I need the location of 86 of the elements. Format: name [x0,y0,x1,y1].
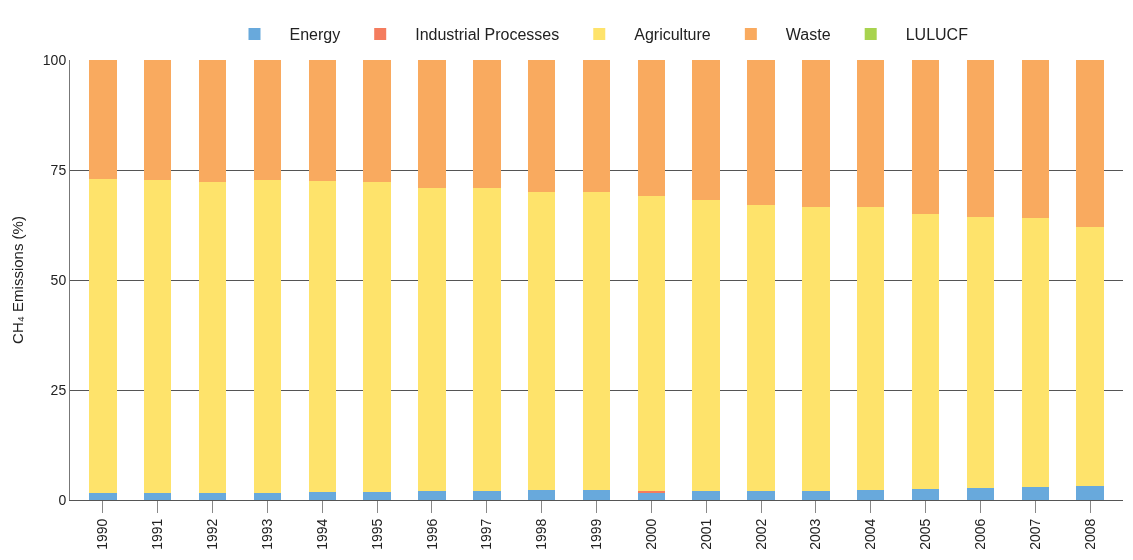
y-tick-label: 75 [50,161,67,178]
bar [747,60,775,206]
bar [363,182,391,493]
bar [966,217,995,488]
bar [582,490,611,500]
bar [966,487,995,500]
bar [582,60,611,192]
bar [747,491,775,500]
bar [857,490,885,500]
bar [966,60,995,218]
x-tick-label: 1998 [533,518,550,550]
bar [89,60,117,179]
x-tick-label: 2007 [1026,518,1043,550]
bar [692,199,720,492]
bar [637,196,666,491]
legend-label: Industrial Processes [415,26,560,44]
bar [418,491,446,500]
bar [582,192,611,491]
bar [473,187,501,492]
bar [253,492,282,500]
x-tick-label: 1995 [368,518,385,550]
x-tick-label: 2005 [917,518,934,550]
x-tick-label: 2006 [971,518,988,550]
x-tick-label: 2008 [1081,518,1098,550]
bar [363,492,391,500]
x-tick-label: 1991 [149,518,166,550]
x-tick-label: 1996 [423,518,440,550]
bar [911,214,940,489]
bar [198,492,227,500]
legend-label: Agriculture [634,26,711,44]
y-tick-label: 100 [42,51,67,68]
x-tick-label: 1994 [313,518,330,550]
bar [911,60,940,214]
x-tick-label: 2002 [752,518,769,550]
bar [144,60,172,180]
bar [692,491,720,500]
y-tick-label: 50 [50,271,67,288]
bar [1076,227,1104,487]
bar [527,490,556,500]
bar [89,492,117,500]
bar [802,206,830,492]
bar [911,489,940,500]
bar [857,207,885,491]
bar [692,60,720,200]
bar [363,60,391,183]
bar [1076,60,1104,228]
bar [473,60,501,188]
bar [747,205,775,492]
bar [637,60,666,197]
bar [198,182,227,493]
bar [198,60,227,183]
bar [1021,486,1049,500]
x-tick-label: 1999 [588,518,605,550]
x-tick-label: 2000 [642,518,659,550]
bar [253,60,282,181]
bar [527,60,556,192]
legend-label: Energy [289,26,341,44]
x-tick-label: 2001 [697,518,714,550]
bar [418,60,446,188]
x-tick-label: 1993 [258,518,275,550]
bar [144,179,172,493]
bar [144,492,172,500]
bar [1076,486,1104,500]
y-tick-label: 25 [50,381,67,398]
bar [802,491,830,500]
bar [308,492,336,500]
legend-label: Waste [785,26,831,44]
bar [418,187,446,492]
legend-label: LULUCF [905,26,969,44]
y-axis-title: CH₄ Emissions (%) [9,216,27,344]
bar [473,491,501,500]
bar [308,60,336,181]
x-tick-label: 1990 [94,518,111,550]
bar [1021,60,1049,219]
bar [857,60,885,208]
x-tick-label: 1992 [204,518,221,550]
x-tick-label: 1997 [478,518,495,550]
bar [89,178,117,493]
x-tick-label: 2004 [862,518,879,550]
bar [1021,218,1049,487]
y-tick-label: 0 [58,491,67,508]
bar [527,192,556,491]
bar [802,60,830,207]
bar [253,180,282,493]
bar [308,181,336,493]
x-tick-label: 2003 [807,518,824,550]
